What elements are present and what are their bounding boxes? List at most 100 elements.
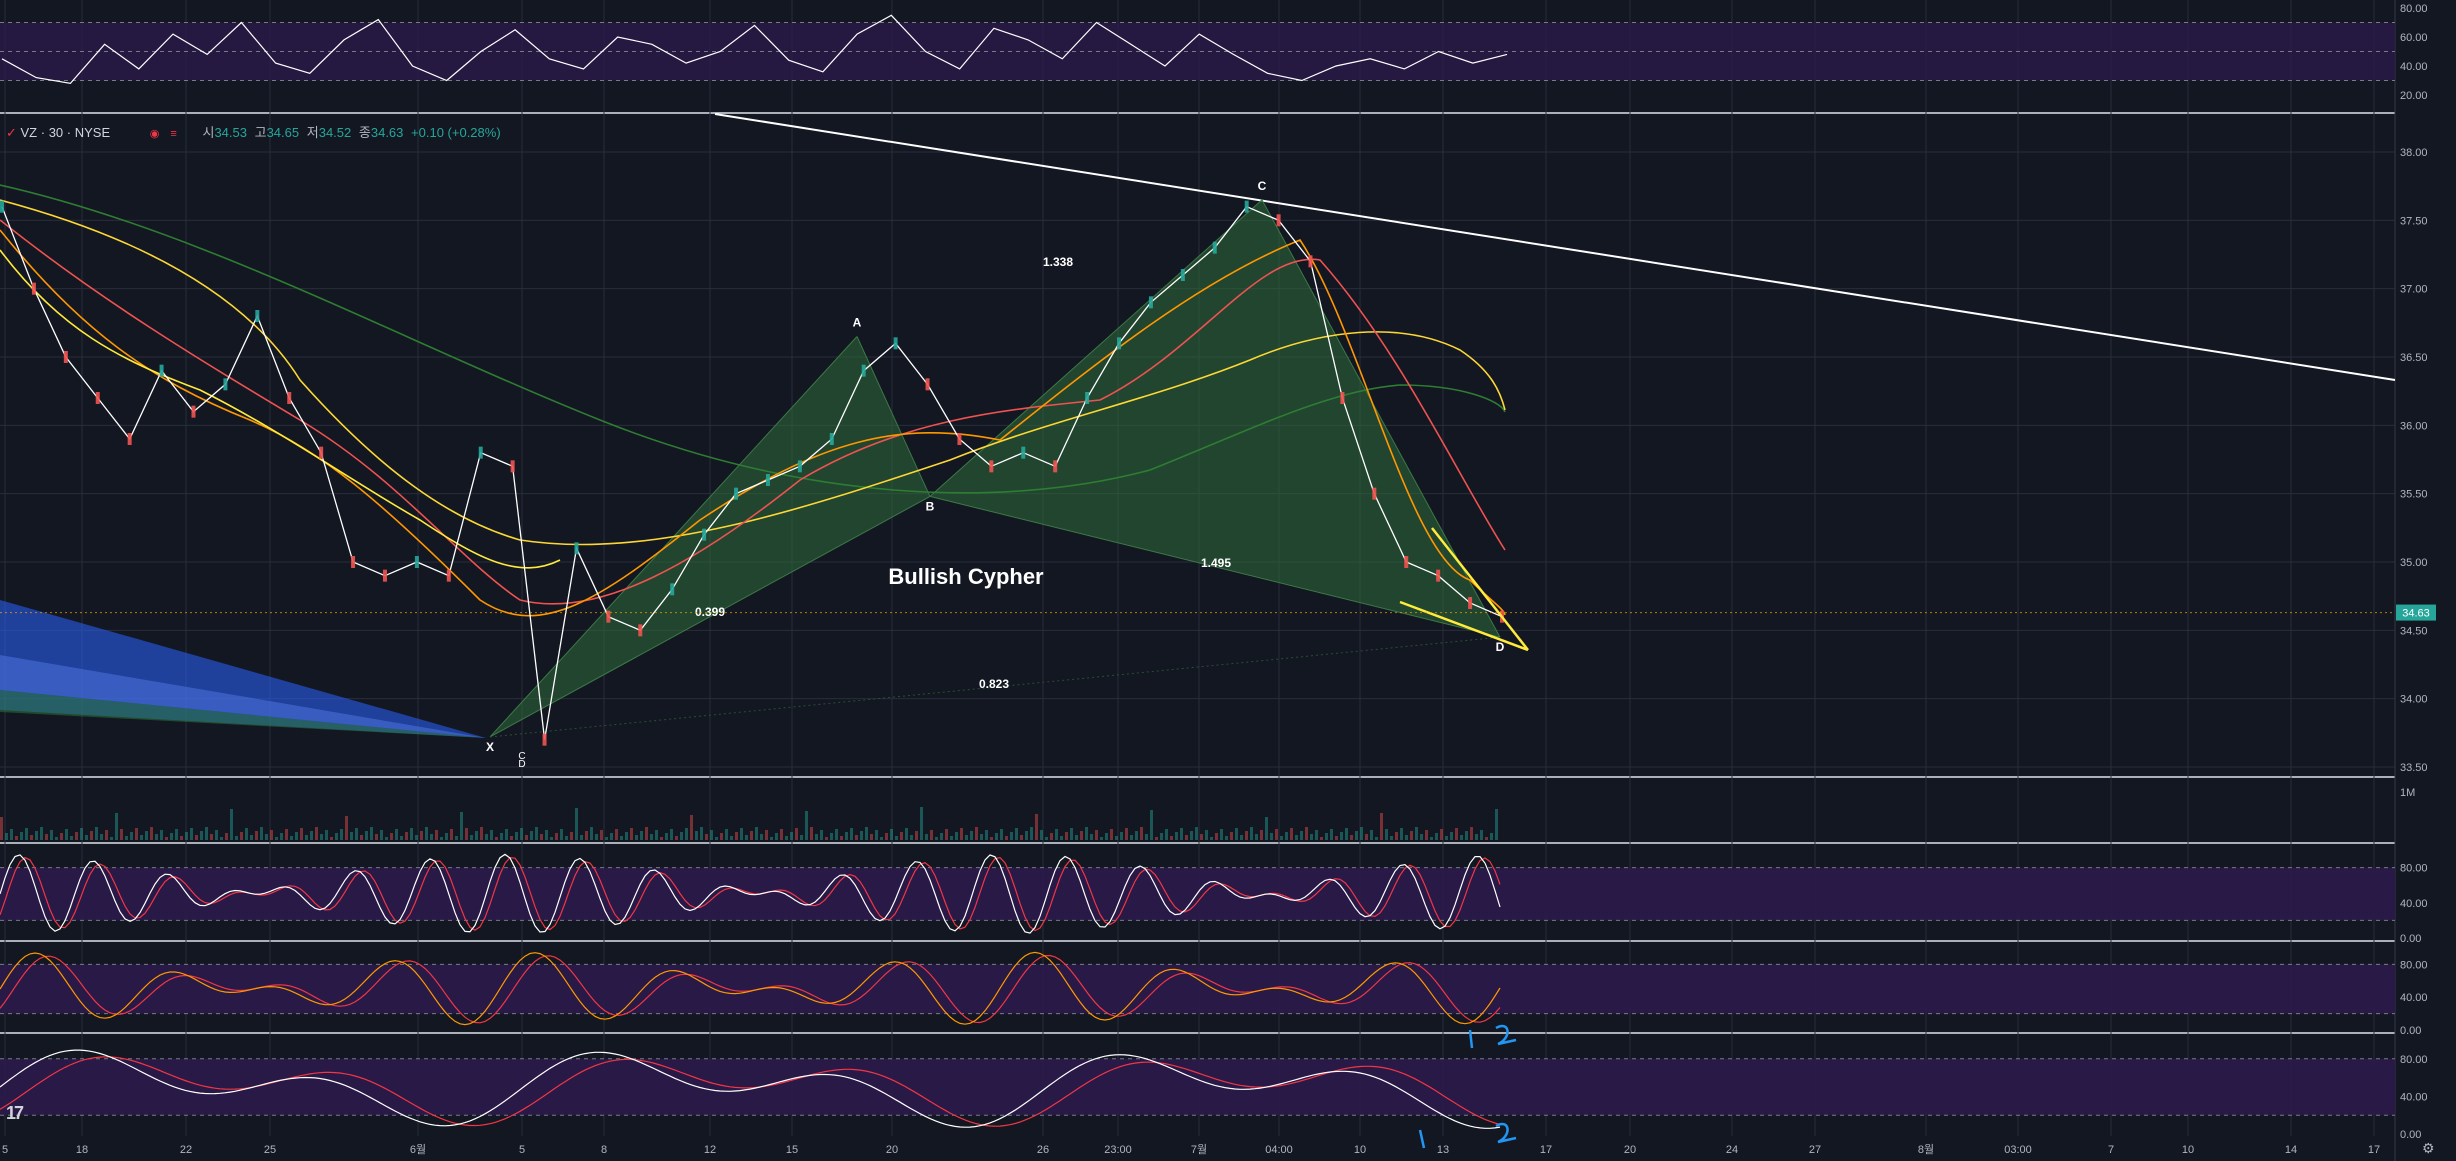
volume-bar bbox=[1010, 832, 1013, 840]
volume-bar bbox=[5, 833, 8, 840]
price-tick-label: 35.50 bbox=[2400, 489, 2428, 501]
volume-bar bbox=[1270, 833, 1273, 840]
volume-bar bbox=[615, 829, 618, 840]
wedge-line bbox=[1431, 527, 1529, 651]
volume-bar bbox=[1325, 833, 1328, 840]
pattern-title: Bullish Cypher bbox=[888, 564, 1044, 589]
volume-bar bbox=[1110, 829, 1113, 840]
volume-bar bbox=[940, 833, 943, 840]
volume-bar bbox=[70, 836, 73, 840]
candle bbox=[1212, 241, 1217, 254]
gear-icon[interactable]: ⚙ bbox=[2422, 1140, 2435, 1156]
volume-bar bbox=[565, 836, 568, 840]
slow-stochastic-tick-label: 40.00 bbox=[2400, 1091, 2428, 1103]
volume-bar bbox=[140, 835, 143, 840]
volume-bar bbox=[20, 832, 23, 840]
volume-bar bbox=[225, 833, 228, 840]
trend-line bbox=[714, 113, 2396, 381]
volume-bar bbox=[710, 830, 713, 840]
pattern-triangle bbox=[930, 199, 1500, 638]
volume-bar bbox=[1085, 827, 1088, 840]
volume-bar bbox=[1040, 830, 1043, 840]
pattern-ratio-label: 0.399 bbox=[695, 605, 725, 619]
volume-bar bbox=[1220, 829, 1223, 840]
volume-bar bbox=[1455, 828, 1458, 840]
candle bbox=[1021, 446, 1026, 459]
candle bbox=[861, 364, 866, 377]
volume-bar bbox=[1175, 832, 1178, 840]
volume-bar bbox=[1425, 830, 1428, 840]
candle bbox=[1308, 255, 1313, 268]
symbol-name[interactable]: VZ bbox=[20, 125, 38, 140]
volume-bar bbox=[1300, 831, 1303, 840]
volume-bar bbox=[255, 831, 258, 840]
candle bbox=[1372, 487, 1377, 500]
pattern-point-label: A bbox=[853, 316, 862, 330]
volume-bar bbox=[580, 835, 583, 840]
volume-bar bbox=[1230, 832, 1233, 840]
volume-bar bbox=[1465, 831, 1468, 840]
volume-bar bbox=[1355, 831, 1358, 840]
volume-bar bbox=[1395, 832, 1398, 840]
symbol-interval[interactable]: 30 bbox=[48, 125, 64, 140]
stochastic-main-line bbox=[0, 951, 1501, 1026]
volume-bar bbox=[30, 835, 33, 840]
volume-bar bbox=[1170, 836, 1173, 840]
volume-bar bbox=[1090, 834, 1093, 840]
volume-bar bbox=[205, 827, 208, 840]
volume-bar bbox=[1380, 813, 1383, 840]
volume-bar bbox=[330, 837, 333, 840]
candle bbox=[925, 378, 930, 391]
stochastic-tick-label: 0.00 bbox=[2400, 1025, 2421, 1037]
moving-average-line bbox=[0, 184, 1506, 494]
volume-bar bbox=[630, 828, 633, 840]
volume-bar bbox=[555, 833, 558, 840]
price-badge-label: 34.63 bbox=[2402, 608, 2430, 620]
low-label: 저 bbox=[306, 125, 319, 140]
volume-bar bbox=[115, 813, 118, 840]
volume-bar bbox=[1245, 831, 1248, 840]
volume-bar bbox=[375, 834, 378, 840]
volume-bar bbox=[1350, 835, 1353, 840]
pattern-ratio-label: 1.495 bbox=[1201, 556, 1231, 570]
moving-average-line bbox=[0, 229, 1506, 617]
volume-bar bbox=[1265, 817, 1268, 840]
volume-bar bbox=[1430, 837, 1433, 840]
time-tick-label: 10 bbox=[1354, 1144, 1366, 1156]
volume-bar bbox=[610, 833, 613, 840]
volume-bar bbox=[800, 835, 803, 840]
volume-bar bbox=[1315, 830, 1318, 840]
volume-bar bbox=[895, 836, 898, 840]
volume-bar bbox=[1135, 831, 1138, 840]
time-tick-label: 22 bbox=[180, 1144, 192, 1156]
volume-bar bbox=[1035, 814, 1038, 840]
volume-bar bbox=[1440, 829, 1443, 840]
volume-bar bbox=[955, 832, 958, 840]
volume-bar bbox=[355, 828, 358, 840]
candle bbox=[255, 310, 260, 322]
volume-bar bbox=[90, 831, 93, 840]
volume-bar bbox=[1340, 832, 1343, 840]
volume-bar bbox=[500, 833, 503, 840]
time-tick-label: 14 bbox=[2285, 1144, 2297, 1156]
pattern-point-label: B bbox=[926, 499, 935, 513]
volume-bar bbox=[400, 836, 403, 840]
volume-bar bbox=[360, 835, 363, 840]
price-tick-label: 34.50 bbox=[2400, 625, 2428, 637]
volume-bar bbox=[1385, 829, 1388, 840]
candle bbox=[414, 556, 419, 568]
volume-bar bbox=[965, 835, 968, 840]
time-tick-label: 12 bbox=[704, 1144, 716, 1156]
volume-bar bbox=[365, 831, 368, 840]
volume-bar bbox=[890, 829, 893, 840]
volume-bar bbox=[1235, 828, 1238, 840]
pattern-sublabel: D bbox=[518, 759, 525, 770]
time-tick-label: 24 bbox=[1726, 1144, 1738, 1156]
volume-bar bbox=[820, 830, 823, 840]
volume-bar bbox=[440, 837, 443, 840]
volume-bar bbox=[1115, 836, 1118, 840]
volume-bar bbox=[825, 837, 828, 840]
legend-buttons-icon[interactable]: ◉ ≡ bbox=[149, 128, 181, 140]
tradingview-logo-icon[interactable]: 17 bbox=[6, 1103, 24, 1123]
